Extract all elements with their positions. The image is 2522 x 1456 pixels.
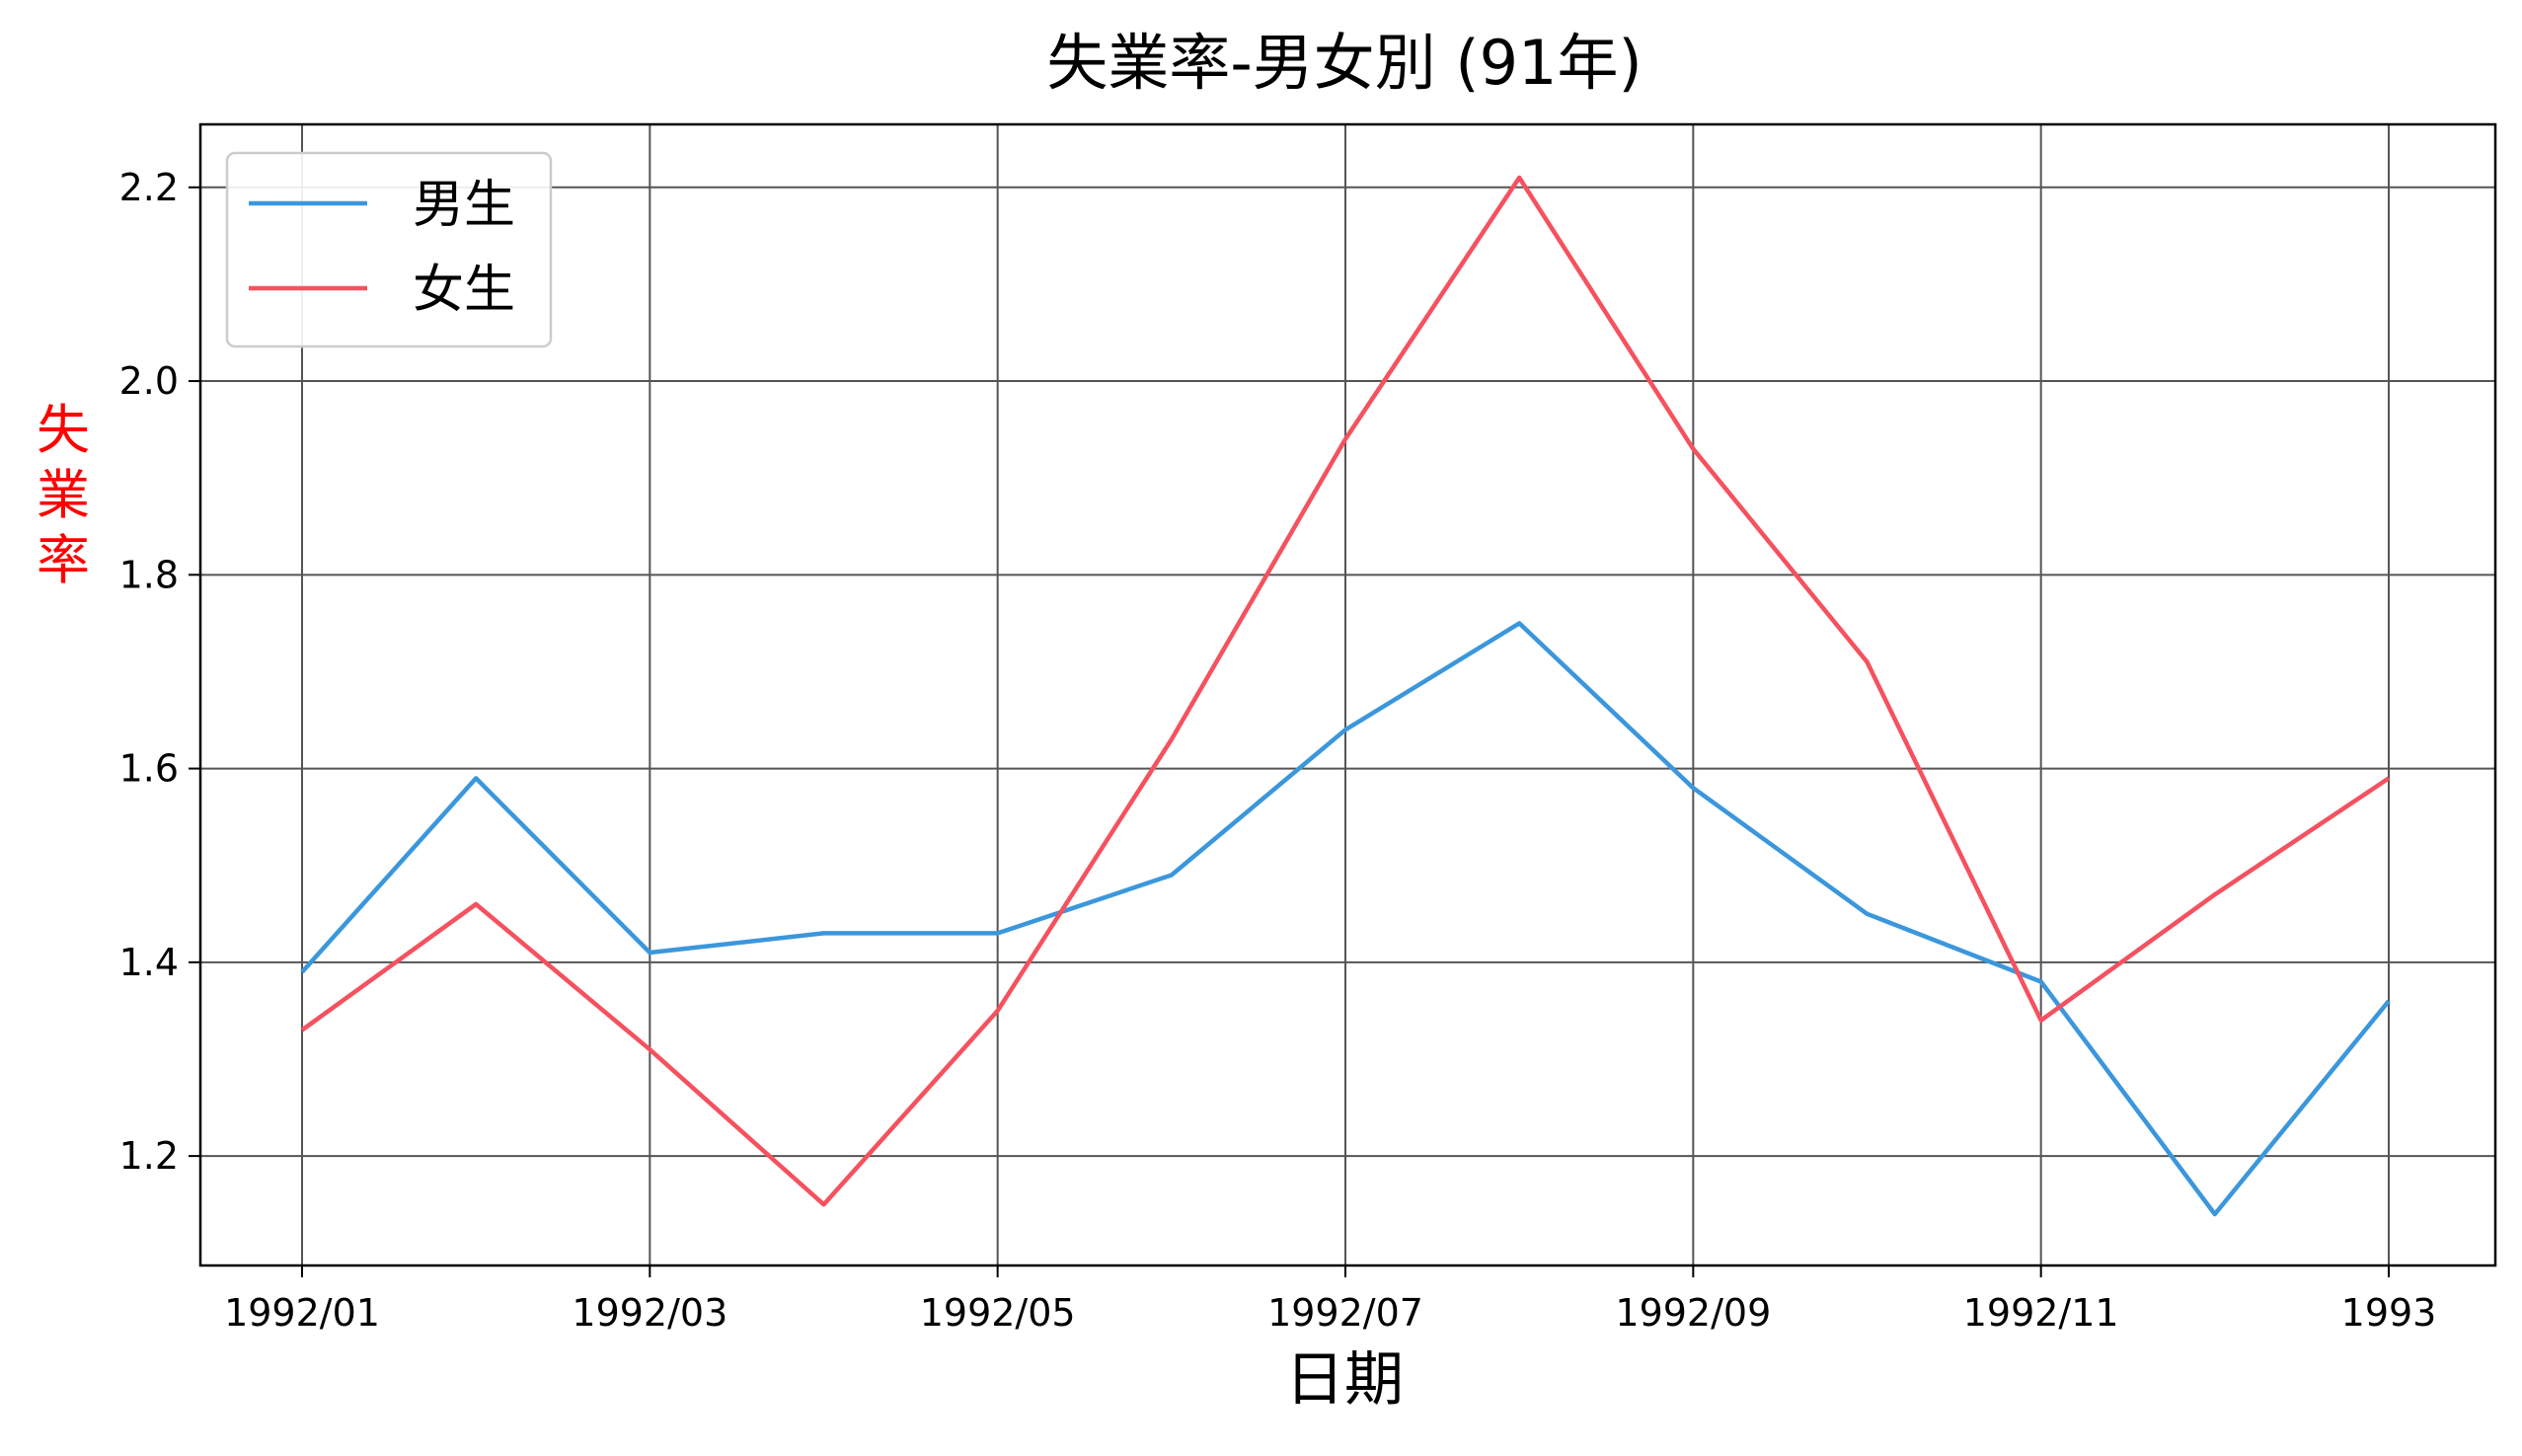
x-tick-label: 1992/09 bbox=[1615, 1291, 1771, 1335]
legend-label-1: 女生 bbox=[413, 261, 515, 320]
y-tick-label: 1.6 bbox=[119, 747, 179, 791]
x-tick-label: 1993 bbox=[2341, 1291, 2437, 1335]
x-tick-label: 1992/05 bbox=[920, 1291, 1076, 1335]
chart-title: 失業率-男女別 (91年) bbox=[1046, 27, 1642, 99]
grid bbox=[200, 124, 2495, 1265]
x-axis-label: 日期 bbox=[1285, 1345, 1404, 1415]
x-tick-label: 1992/07 bbox=[1267, 1291, 1423, 1335]
y-tick-label: 1.4 bbox=[119, 941, 179, 984]
series-group bbox=[300, 175, 2391, 1217]
series-line-1 bbox=[300, 175, 2391, 1207]
y-tick-label: 2.0 bbox=[119, 359, 179, 403]
axis-ticks: 1992/01 1992/03 1992/05 1992/07 1992/09 1992/… bbox=[119, 166, 2437, 1335]
plot-frame bbox=[198, 122, 2497, 1267]
legend-label-0: 男生 bbox=[413, 176, 515, 235]
x-tick-label: 1992/03 bbox=[572, 1291, 727, 1335]
y-tick-label: 2.2 bbox=[119, 166, 179, 209]
x-tick-label: 1992/11 bbox=[1963, 1291, 2119, 1335]
y-tick-label: 1.8 bbox=[119, 553, 179, 596]
series-line-0 bbox=[300, 621, 2391, 1217]
y-tick-label: 1.2 bbox=[119, 1134, 179, 1178]
x-tick-label: 1992/01 bbox=[224, 1291, 380, 1335]
y-axis-label: 失業率 bbox=[37, 399, 90, 591]
